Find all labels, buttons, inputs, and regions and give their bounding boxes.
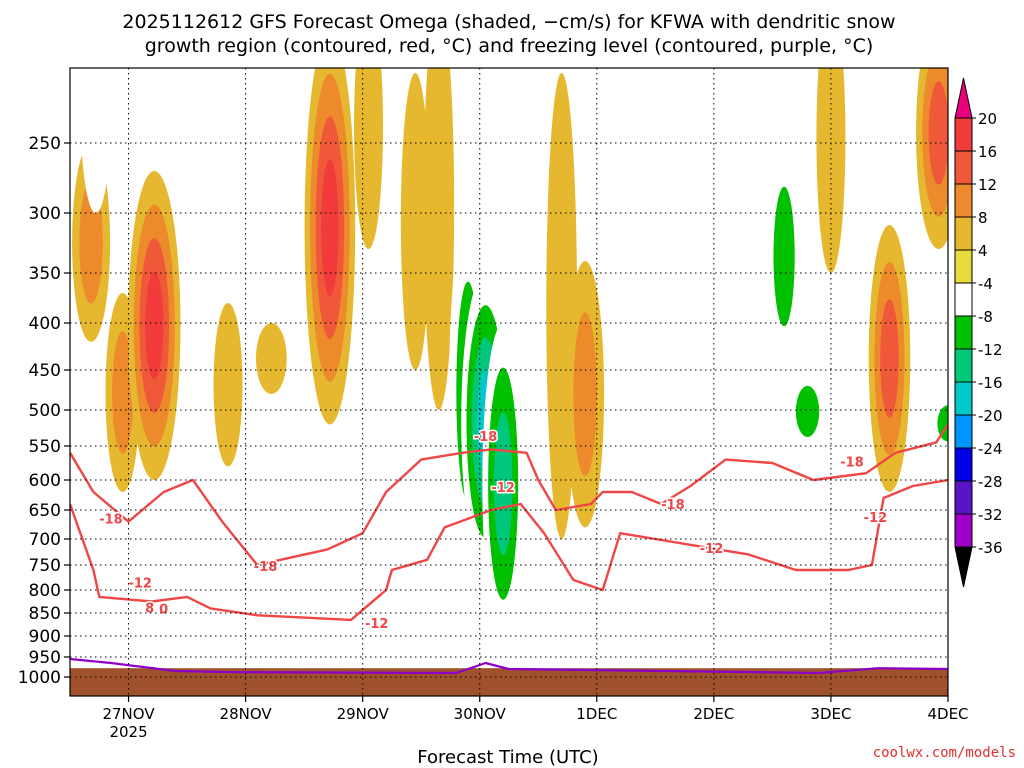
colorbar-label: 8 — [978, 209, 988, 227]
omega-shade — [423, 68, 455, 410]
colorbar-band — [954, 348, 973, 383]
x-tick-label: 1DEC — [576, 705, 617, 723]
colorbar-band — [954, 117, 973, 152]
colorbar-band — [954, 513, 973, 548]
contour-label: -18 — [840, 456, 864, 471]
colorbar-label: -28 — [978, 473, 1003, 491]
colorbar-band — [954, 183, 973, 218]
colorbar-label: 12 — [978, 176, 997, 194]
x-axis-label: Forecast Time (UTC) — [417, 747, 598, 768]
contour-label: -18 — [254, 560, 278, 575]
colorbar-label: -12 — [978, 341, 1003, 359]
omega-shade — [321, 159, 339, 297]
contour-label: 8 — [145, 601, 154, 616]
colorbar-band — [954, 447, 973, 482]
contour-label: 0 — [159, 602, 168, 617]
colorbar-label: -16 — [978, 374, 1003, 392]
y-tick-label: 1000 — [18, 668, 61, 688]
y-tick-label: 550 — [29, 437, 61, 457]
omega-shade — [880, 299, 899, 418]
colorbar-label: -32 — [978, 506, 1003, 524]
x-tick-label: 3DEC — [810, 705, 851, 723]
chart-subtitle: growth region (contoured, red, °C) and f… — [145, 35, 874, 57]
contour-label: -12 — [491, 481, 515, 496]
colorbar-top-arrow — [954, 77, 973, 119]
colorbar-band — [954, 315, 973, 350]
contour-minus18 — [70, 423, 948, 567]
y-tick-label: 400 — [29, 314, 61, 334]
x-tick-label: 30NOV — [454, 705, 507, 723]
omega-shade — [795, 385, 820, 437]
omega-shade — [80, 68, 112, 213]
x-tick-label: 27NOV — [102, 705, 155, 723]
omega-shade — [739, 73, 771, 394]
contour-label: -18 — [99, 513, 123, 528]
y-tick-label: 950 — [29, 648, 61, 668]
colorbar-label: 20 — [978, 110, 997, 128]
contour-minus12 — [70, 478, 948, 622]
colorbar-label: -8 — [978, 308, 993, 326]
y-tick-label: 750 — [29, 556, 61, 576]
colorbar-band — [954, 150, 973, 185]
colorbar-label: -20 — [978, 407, 1003, 425]
y-tick-label: 500 — [29, 401, 61, 421]
colorbar-label: -36 — [978, 539, 1003, 557]
colorbar-band — [954, 414, 973, 449]
colorbar-band — [954, 381, 973, 416]
credit-label: coolwx.com/models — [873, 745, 1016, 761]
omega-shade — [213, 303, 243, 467]
y-tick-label: 800 — [29, 581, 61, 601]
y-tick-label: 250 — [29, 134, 61, 154]
y-tick-label: 350 — [29, 264, 61, 284]
x-tick-label: 2DEC — [693, 705, 734, 723]
chart-title: 2025112612 GFS Forecast Omega (shaded, −… — [122, 11, 895, 33]
omega-shade — [937, 405, 948, 442]
omega-shade — [773, 186, 795, 327]
colorbar-bottom-arrow — [954, 546, 973, 588]
omega-shade — [928, 81, 948, 185]
plot-area: -18 -12 8 0 -18 -12 -18 -12 -18 -12 -18 -12 250 300 35… — [18, 67, 969, 741]
contour-label: -12 — [128, 577, 152, 592]
y-tick-label: 850 — [29, 604, 61, 624]
omega-shade — [573, 312, 597, 477]
colorbar-band — [954, 480, 973, 515]
colorbar-band — [954, 249, 973, 284]
y-tick-label: 300 — [29, 204, 61, 224]
colorbar-label: 4 — [978, 242, 988, 260]
omega-shade — [816, 68, 846, 273]
omega-shade — [145, 271, 164, 380]
y-tick-label: 600 — [29, 471, 61, 491]
y-tick-label: 900 — [29, 627, 61, 647]
omega-shade — [112, 331, 134, 454]
x-tick-label: 28NOV — [220, 705, 273, 723]
colorbar-band — [954, 282, 973, 317]
omega-shade — [255, 323, 287, 394]
x-tick-sublabel: 2025 — [109, 723, 147, 741]
contour-label: -12 — [365, 617, 389, 632]
contour-label: -12 — [864, 511, 888, 526]
x-tick-label: 4DEC — [927, 705, 968, 723]
omega-shade — [354, 68, 384, 249]
y-tick-label: 650 — [29, 501, 61, 521]
omega-shade — [400, 73, 430, 370]
colorbar-band — [954, 216, 973, 251]
contour-label: -18 — [474, 430, 498, 445]
plot-inner: -18 -12 8 0 -18 -12 -18 -12 -18 -12 -18 -12 — [70, 68, 948, 696]
omega-shade — [493, 412, 513, 556]
plot-frame — [69, 67, 949, 697]
colorbar-label: 16 — [978, 143, 997, 161]
y-tick-label: 700 — [29, 530, 61, 550]
colorbar-label: -4 — [978, 275, 993, 293]
freezing-level — [70, 657, 948, 675]
colorbar: 20 16 12 8 4 -4 -8 -12 -16 -20 -24 -28 -32 -36 — [954, 77, 1003, 588]
x-tick-label: 29NOV — [337, 705, 390, 723]
colorbar-label: -24 — [978, 440, 1003, 458]
y-tick-label: 450 — [29, 361, 61, 381]
contour-label: -12 — [700, 542, 724, 557]
contour-label: -18 — [661, 498, 685, 513]
